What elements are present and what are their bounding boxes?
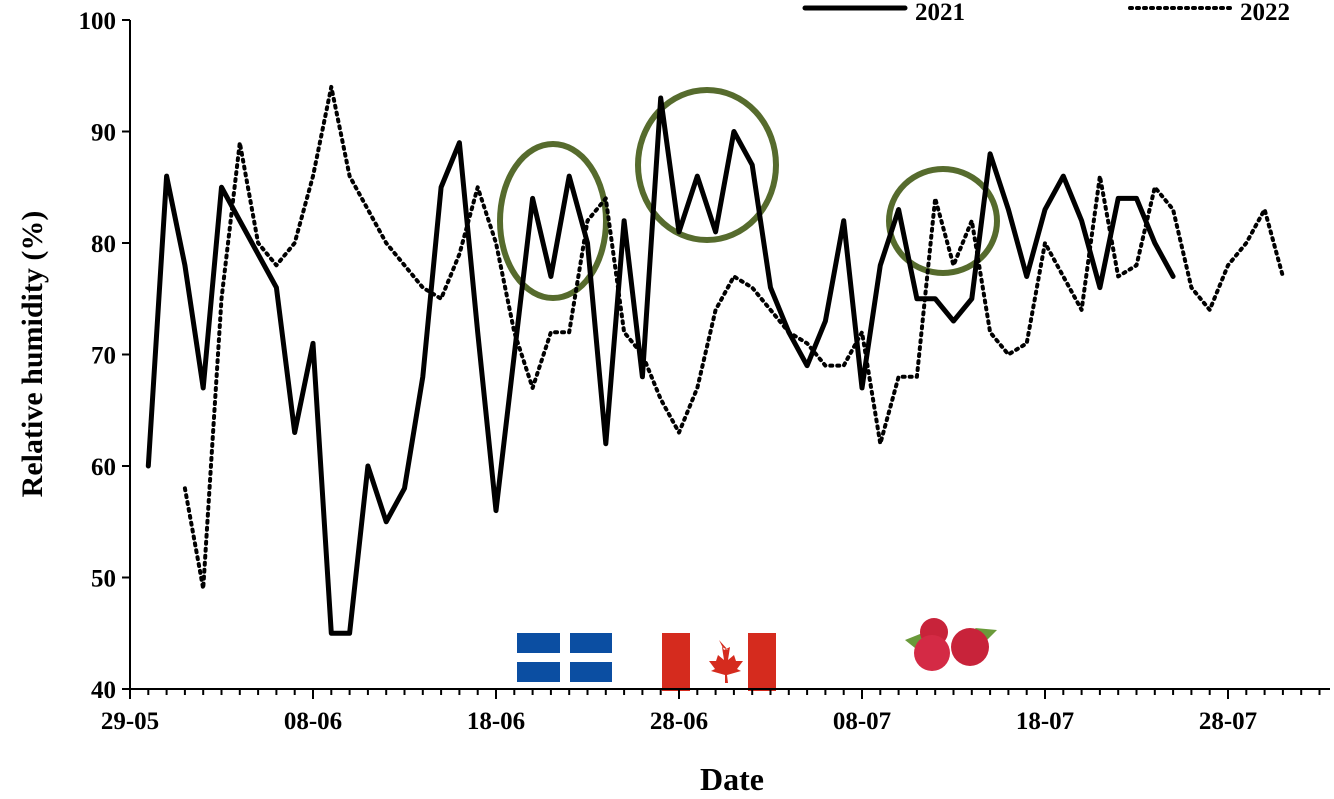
y-tick-label: 100 bbox=[79, 8, 117, 35]
y-tick-label: 40 bbox=[91, 677, 116, 704]
x-tick-label: 28-07 bbox=[1199, 708, 1257, 735]
page: Relative humidity (%) Date 40 50 60 70 80 90 1… bbox=[0, 0, 1334, 799]
legend-label: 2022 bbox=[1240, 0, 1290, 26]
y-tick-label: 70 bbox=[91, 343, 116, 370]
x-axis-title: Date bbox=[700, 761, 764, 797]
berry bbox=[914, 635, 950, 671]
x-tick-label: 08-06 bbox=[284, 708, 342, 735]
canada-flag bbox=[662, 633, 776, 691]
y-tick-label: 80 bbox=[91, 231, 116, 258]
quebec-flag bbox=[517, 633, 612, 682]
data-line bbox=[148, 98, 1173, 633]
data-line bbox=[185, 87, 1283, 589]
y-tick-label: 50 bbox=[91, 566, 116, 593]
x-tick-label: 18-06 bbox=[467, 708, 525, 735]
x-tick-label: 29-05 bbox=[101, 708, 159, 735]
maple-leaf bbox=[709, 640, 743, 683]
y-tick-label: 60 bbox=[91, 454, 116, 481]
x-tick-label: 28-06 bbox=[650, 708, 708, 735]
x-tick-label: 08-07 bbox=[833, 708, 891, 735]
chart: Relative humidity (%) Date 40 50 60 70 80 90 1… bbox=[0, 0, 1334, 799]
flag-cross bbox=[517, 653, 612, 662]
berry bbox=[951, 628, 989, 666]
legend-label: 2021 bbox=[915, 0, 965, 26]
x-tick-label: 18-07 bbox=[1016, 708, 1074, 735]
raspberries bbox=[905, 618, 997, 671]
y-axis-title: Relative humidity (%) bbox=[16, 211, 49, 498]
flag-band bbox=[748, 633, 776, 691]
flag-band bbox=[662, 633, 690, 691]
y-tick-label: 90 bbox=[91, 120, 116, 147]
